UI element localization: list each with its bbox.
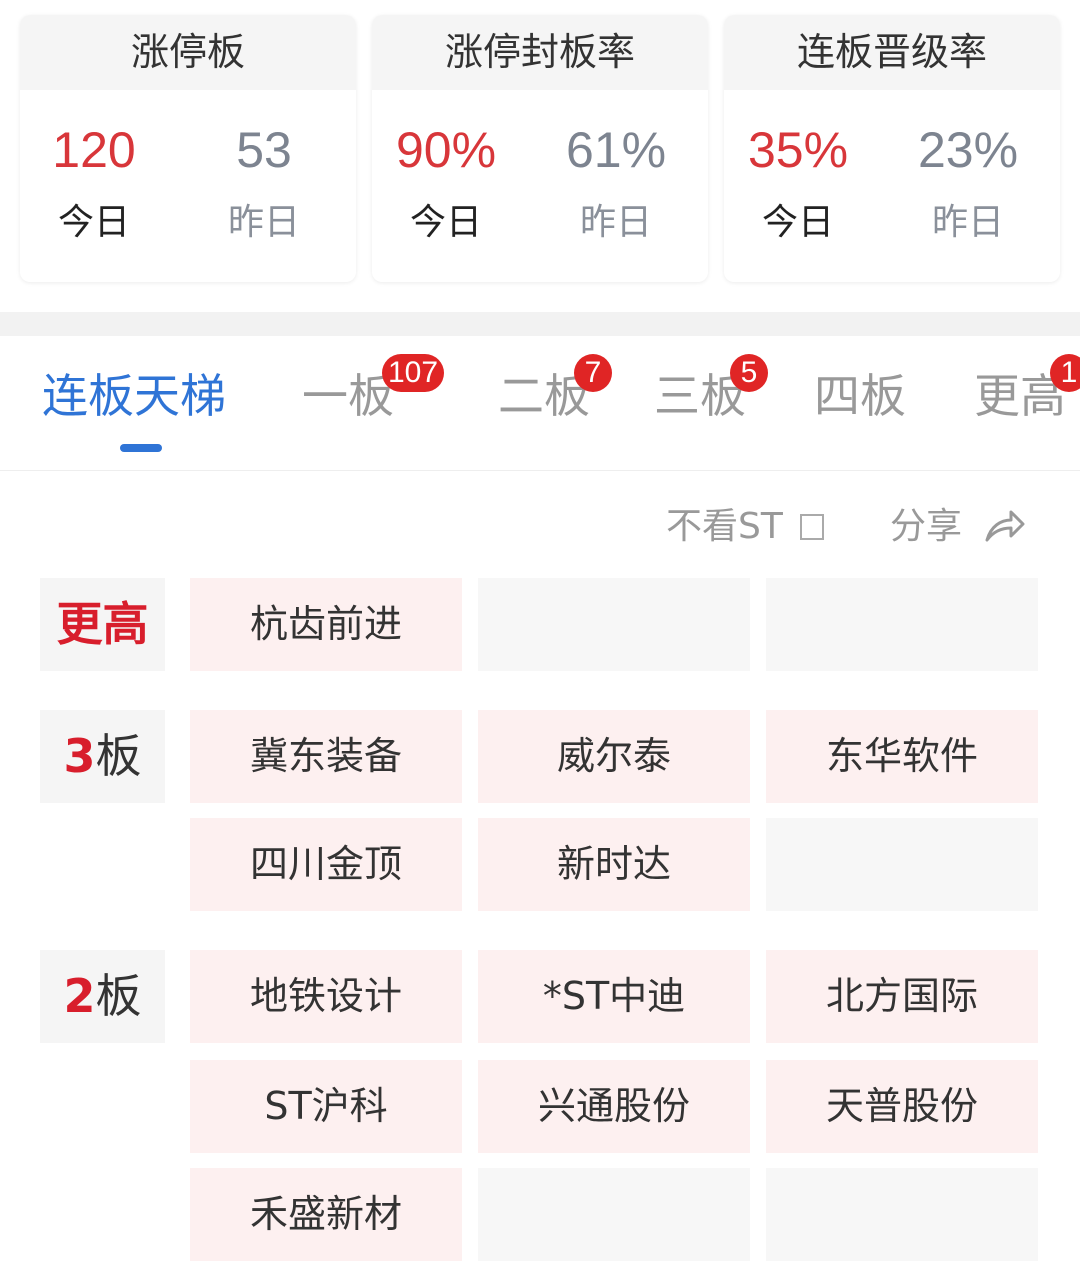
level-suffix: 板 xyxy=(95,729,142,783)
yesterday-stat: 61% 昨日 xyxy=(532,115,700,253)
ladder-level-label: 3板 xyxy=(40,710,165,803)
yesterday-label: 昨日 xyxy=(931,202,1004,243)
yesterday-value: 23% xyxy=(917,122,1019,178)
stock-cell[interactable]: *ST中迪 xyxy=(478,950,750,1043)
level-suffix: 板 xyxy=(95,969,142,1023)
tab-label: 四板 xyxy=(814,369,906,423)
level-number: 3 xyxy=(63,729,96,783)
yesterday-stat: 53 昨日 xyxy=(180,115,348,253)
today-label: 今日 xyxy=(57,202,130,243)
tab-5[interactable]: 更高 1 xyxy=(974,354,1080,426)
level-number: 2 xyxy=(63,969,96,1023)
tab-count-badge: 7 xyxy=(574,354,612,392)
ladder-level-label: 2板 xyxy=(40,950,165,1043)
empty-cell xyxy=(478,578,750,671)
yesterday-stat: 23% 昨日 xyxy=(884,115,1052,253)
empty-cell xyxy=(766,818,1038,911)
yesterday-label: 昨日 xyxy=(579,202,652,243)
share-button[interactable]: 分享 xyxy=(890,500,1027,554)
tab-count-badge: 1 xyxy=(1050,354,1080,392)
level-label: 更高 xyxy=(56,597,149,651)
today-stat: 90% 今日 xyxy=(372,115,530,253)
tab-count-badge: 107 xyxy=(382,354,445,392)
stock-cell[interactable]: 地铁设计 xyxy=(190,950,462,1043)
stock-cell[interactable]: 兴通股份 xyxy=(478,1060,750,1153)
ladder-level-label: 更高 xyxy=(40,578,165,671)
tab-label: 连板天梯 xyxy=(42,369,226,423)
stock-cell[interactable]: 北方国际 xyxy=(766,950,1038,1043)
today-stat: 35% 今日 xyxy=(724,115,882,253)
stock-cell[interactable]: ST沪科 xyxy=(190,1060,462,1153)
checkbox-icon[interactable] xyxy=(800,514,825,540)
tab-label: 一板 xyxy=(302,369,394,423)
today-value: 35% xyxy=(747,122,849,178)
share-icon xyxy=(985,510,1025,542)
stat-card: 连板晋级率 35% 今日 23% 昨日 xyxy=(724,15,1060,282)
tab-3[interactable]: 三板 5 xyxy=(654,354,768,426)
active-tab-indicator xyxy=(120,444,162,452)
stock-cell[interactable]: 禾盛新材 xyxy=(190,1168,462,1261)
tab-4[interactable]: 四板 xyxy=(814,366,906,426)
stock-cell[interactable]: 东华软件 xyxy=(766,710,1038,803)
stock-cell[interactable]: 新时达 xyxy=(478,818,750,911)
stock-cell[interactable]: 天普股份 xyxy=(766,1060,1038,1153)
tab-2[interactable]: 二板 7 xyxy=(498,354,612,426)
stat-card: 涨停封板率 90% 今日 61% 昨日 xyxy=(372,15,708,282)
tab-0[interactable]: 连板天梯 xyxy=(42,366,226,426)
empty-cell xyxy=(766,578,1038,671)
stat-card-title: 涨停封板率 xyxy=(372,15,708,90)
empty-cell xyxy=(766,1168,1038,1261)
yesterday-value: 61% xyxy=(565,122,667,178)
share-label: 分享 xyxy=(890,506,963,547)
stock-cell[interactable]: 杭齿前进 xyxy=(190,578,462,671)
stock-cell[interactable]: 四川金顶 xyxy=(190,818,462,911)
hide-st-toggle[interactable]: 不看ST xyxy=(666,500,825,554)
yesterday-value: 53 xyxy=(236,122,292,178)
stat-card: 涨停板 120 今日 53 昨日 xyxy=(20,15,356,282)
section-divider xyxy=(0,312,1080,336)
today-stat: 120 今日 xyxy=(20,115,178,253)
stat-card-title: 涨停板 xyxy=(20,15,356,90)
today-label: 今日 xyxy=(409,202,482,243)
today-label: 今日 xyxy=(761,202,834,243)
tab-bar: 连板天梯 一板 107 二板 7 三板 5 四板 更高 1 xyxy=(0,336,1080,471)
stat-card-title: 连板晋级率 xyxy=(724,15,1060,90)
stock-cell[interactable]: 威尔泰 xyxy=(478,710,750,803)
today-value: 120 xyxy=(52,122,136,178)
today-value: 90% xyxy=(395,122,497,178)
tab-count-badge: 5 xyxy=(730,354,768,392)
tab-1[interactable]: 一板 107 xyxy=(302,354,445,426)
hide-st-label: 不看ST xyxy=(666,506,783,547)
empty-cell xyxy=(478,1168,750,1261)
yesterday-label: 昨日 xyxy=(227,202,300,243)
stock-cell[interactable]: 冀东装备 xyxy=(190,710,462,803)
